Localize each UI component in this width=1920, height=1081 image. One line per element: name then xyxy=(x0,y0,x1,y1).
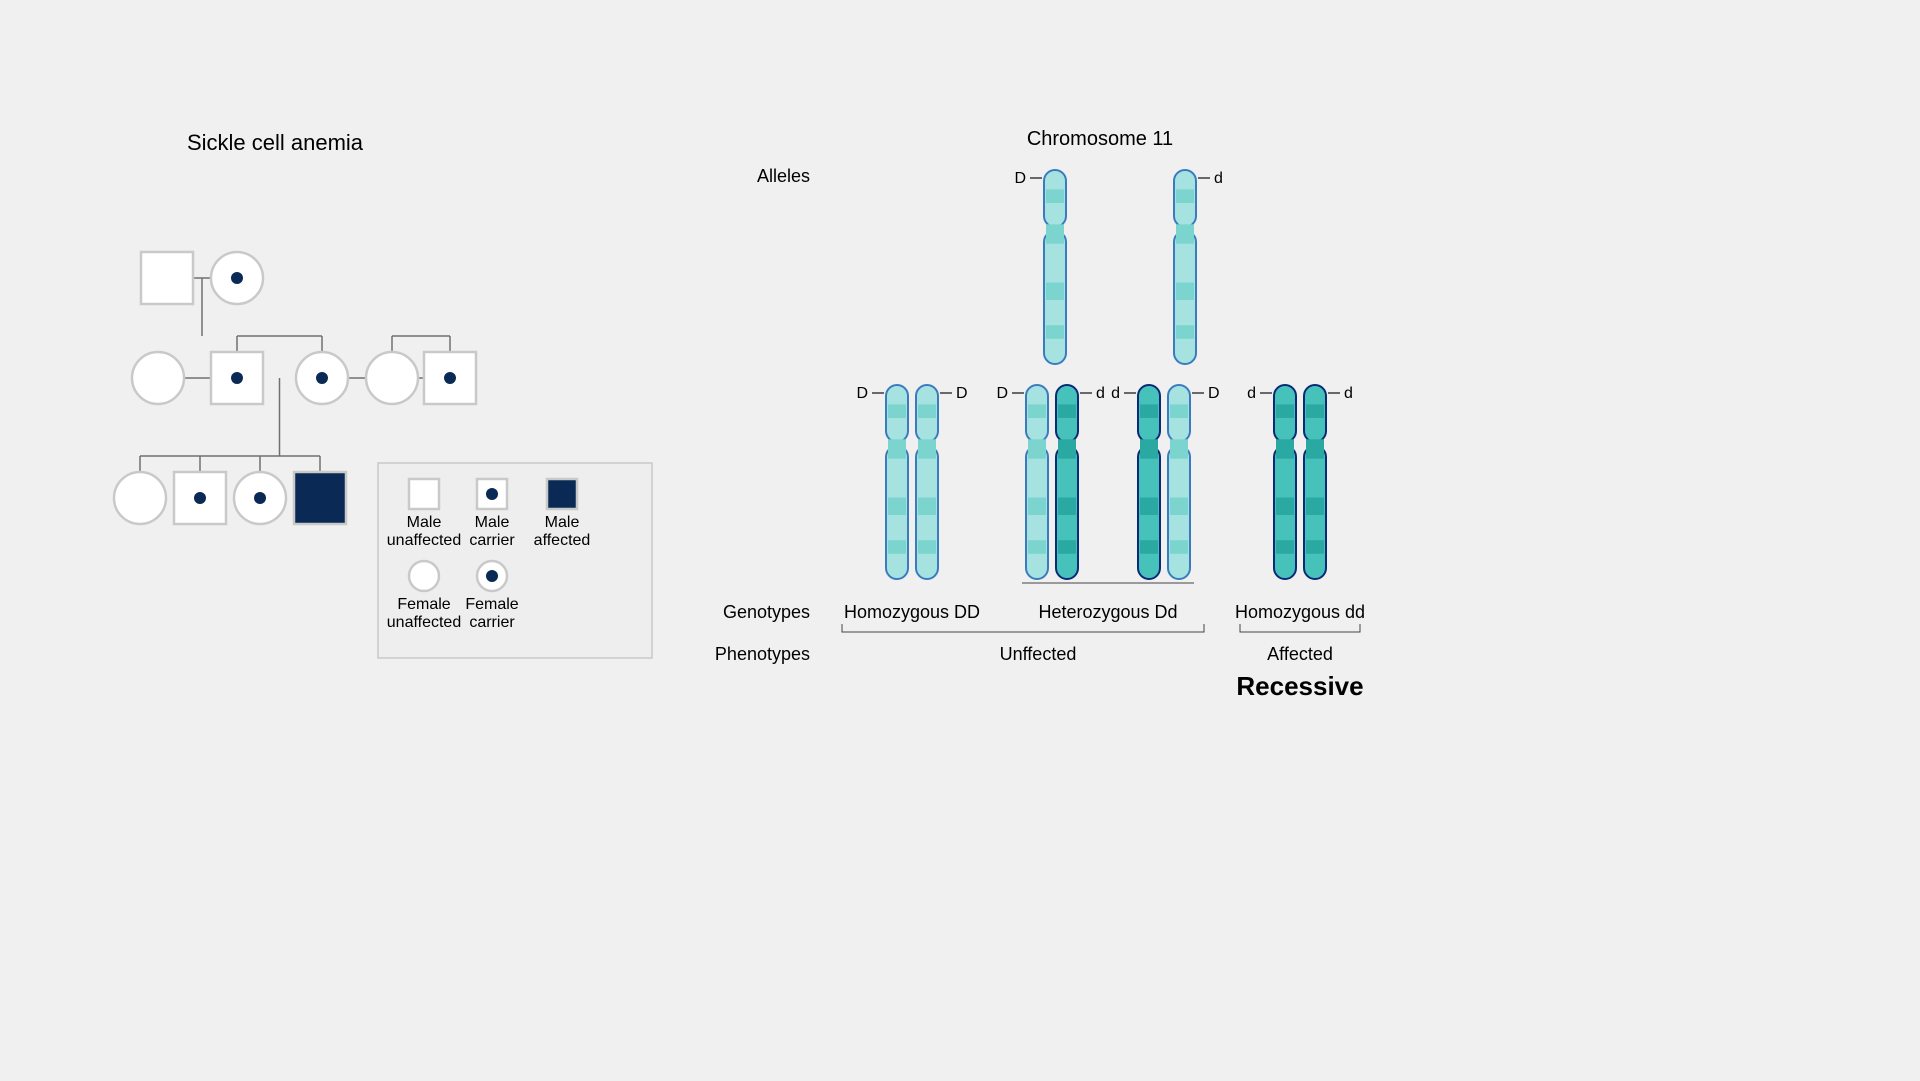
allele-label: d xyxy=(1214,170,1223,187)
legend-label: Male xyxy=(475,514,510,531)
chromatid xyxy=(1138,385,1160,579)
legend-label: carrier xyxy=(469,532,515,549)
legend-label: unaffected xyxy=(387,532,461,549)
pedigree-person xyxy=(409,561,439,591)
pedigree-person xyxy=(132,352,184,404)
pedigree-person xyxy=(424,352,476,404)
allele-label: D xyxy=(1014,170,1026,187)
pedigree-person xyxy=(234,472,286,524)
pedigree-person xyxy=(366,352,418,404)
genotype-label: Homozygous dd xyxy=(1235,602,1365,622)
pedigree-person xyxy=(477,479,507,509)
pedigree-person xyxy=(294,472,346,524)
pedigree-person xyxy=(141,252,193,304)
pedigree-person xyxy=(296,352,348,404)
allele-label: D xyxy=(1208,385,1220,402)
chromatid xyxy=(1044,170,1066,364)
chromosome-title: Chromosome 11 xyxy=(1027,128,1173,150)
legend-label: Male xyxy=(407,514,442,531)
legend-label: Female xyxy=(397,596,450,613)
genotype-label: Heterozygous Dd xyxy=(1038,602,1177,622)
label-recessive: Recessive xyxy=(1236,671,1363,701)
chromatid xyxy=(886,385,908,579)
chromatid xyxy=(916,385,938,579)
label-genotypes: Genotypes xyxy=(723,602,810,622)
legend-label: Female xyxy=(465,596,518,613)
pedigree-person xyxy=(211,352,263,404)
phenotype-label: Unffected xyxy=(1000,644,1077,664)
allele-label: d xyxy=(1096,385,1105,402)
pedigree-person xyxy=(409,479,439,509)
allele-label: d xyxy=(1111,385,1120,402)
allele-label: d xyxy=(1247,385,1256,402)
pedigree-person xyxy=(174,472,226,524)
pedigree-person xyxy=(114,472,166,524)
pedigree-person xyxy=(477,561,507,591)
chromatid xyxy=(1056,385,1078,579)
allele-label: d xyxy=(1344,385,1353,402)
chromatid xyxy=(1026,385,1048,579)
label-phenotypes: Phenotypes xyxy=(715,644,810,664)
allele-label: D xyxy=(856,385,868,402)
chromatid xyxy=(1174,170,1196,364)
pedigree-title: Sickle cell anemia xyxy=(187,130,364,155)
legend-label: carrier xyxy=(469,614,515,631)
legend-label: Male xyxy=(545,514,580,531)
chromatid xyxy=(1274,385,1296,579)
legend-label: affected xyxy=(534,532,591,549)
genotype-label: Homozygous DD xyxy=(844,602,980,622)
phenotype-label: Affected xyxy=(1267,644,1333,664)
legend-label: unaffected xyxy=(387,614,461,631)
allele-label: D xyxy=(956,385,968,402)
allele-label: D xyxy=(996,385,1008,402)
pedigree-person xyxy=(547,479,577,509)
label-alleles: Alleles xyxy=(757,166,810,186)
chromatid xyxy=(1168,385,1190,579)
chromatid xyxy=(1304,385,1326,579)
pedigree-person xyxy=(211,252,263,304)
